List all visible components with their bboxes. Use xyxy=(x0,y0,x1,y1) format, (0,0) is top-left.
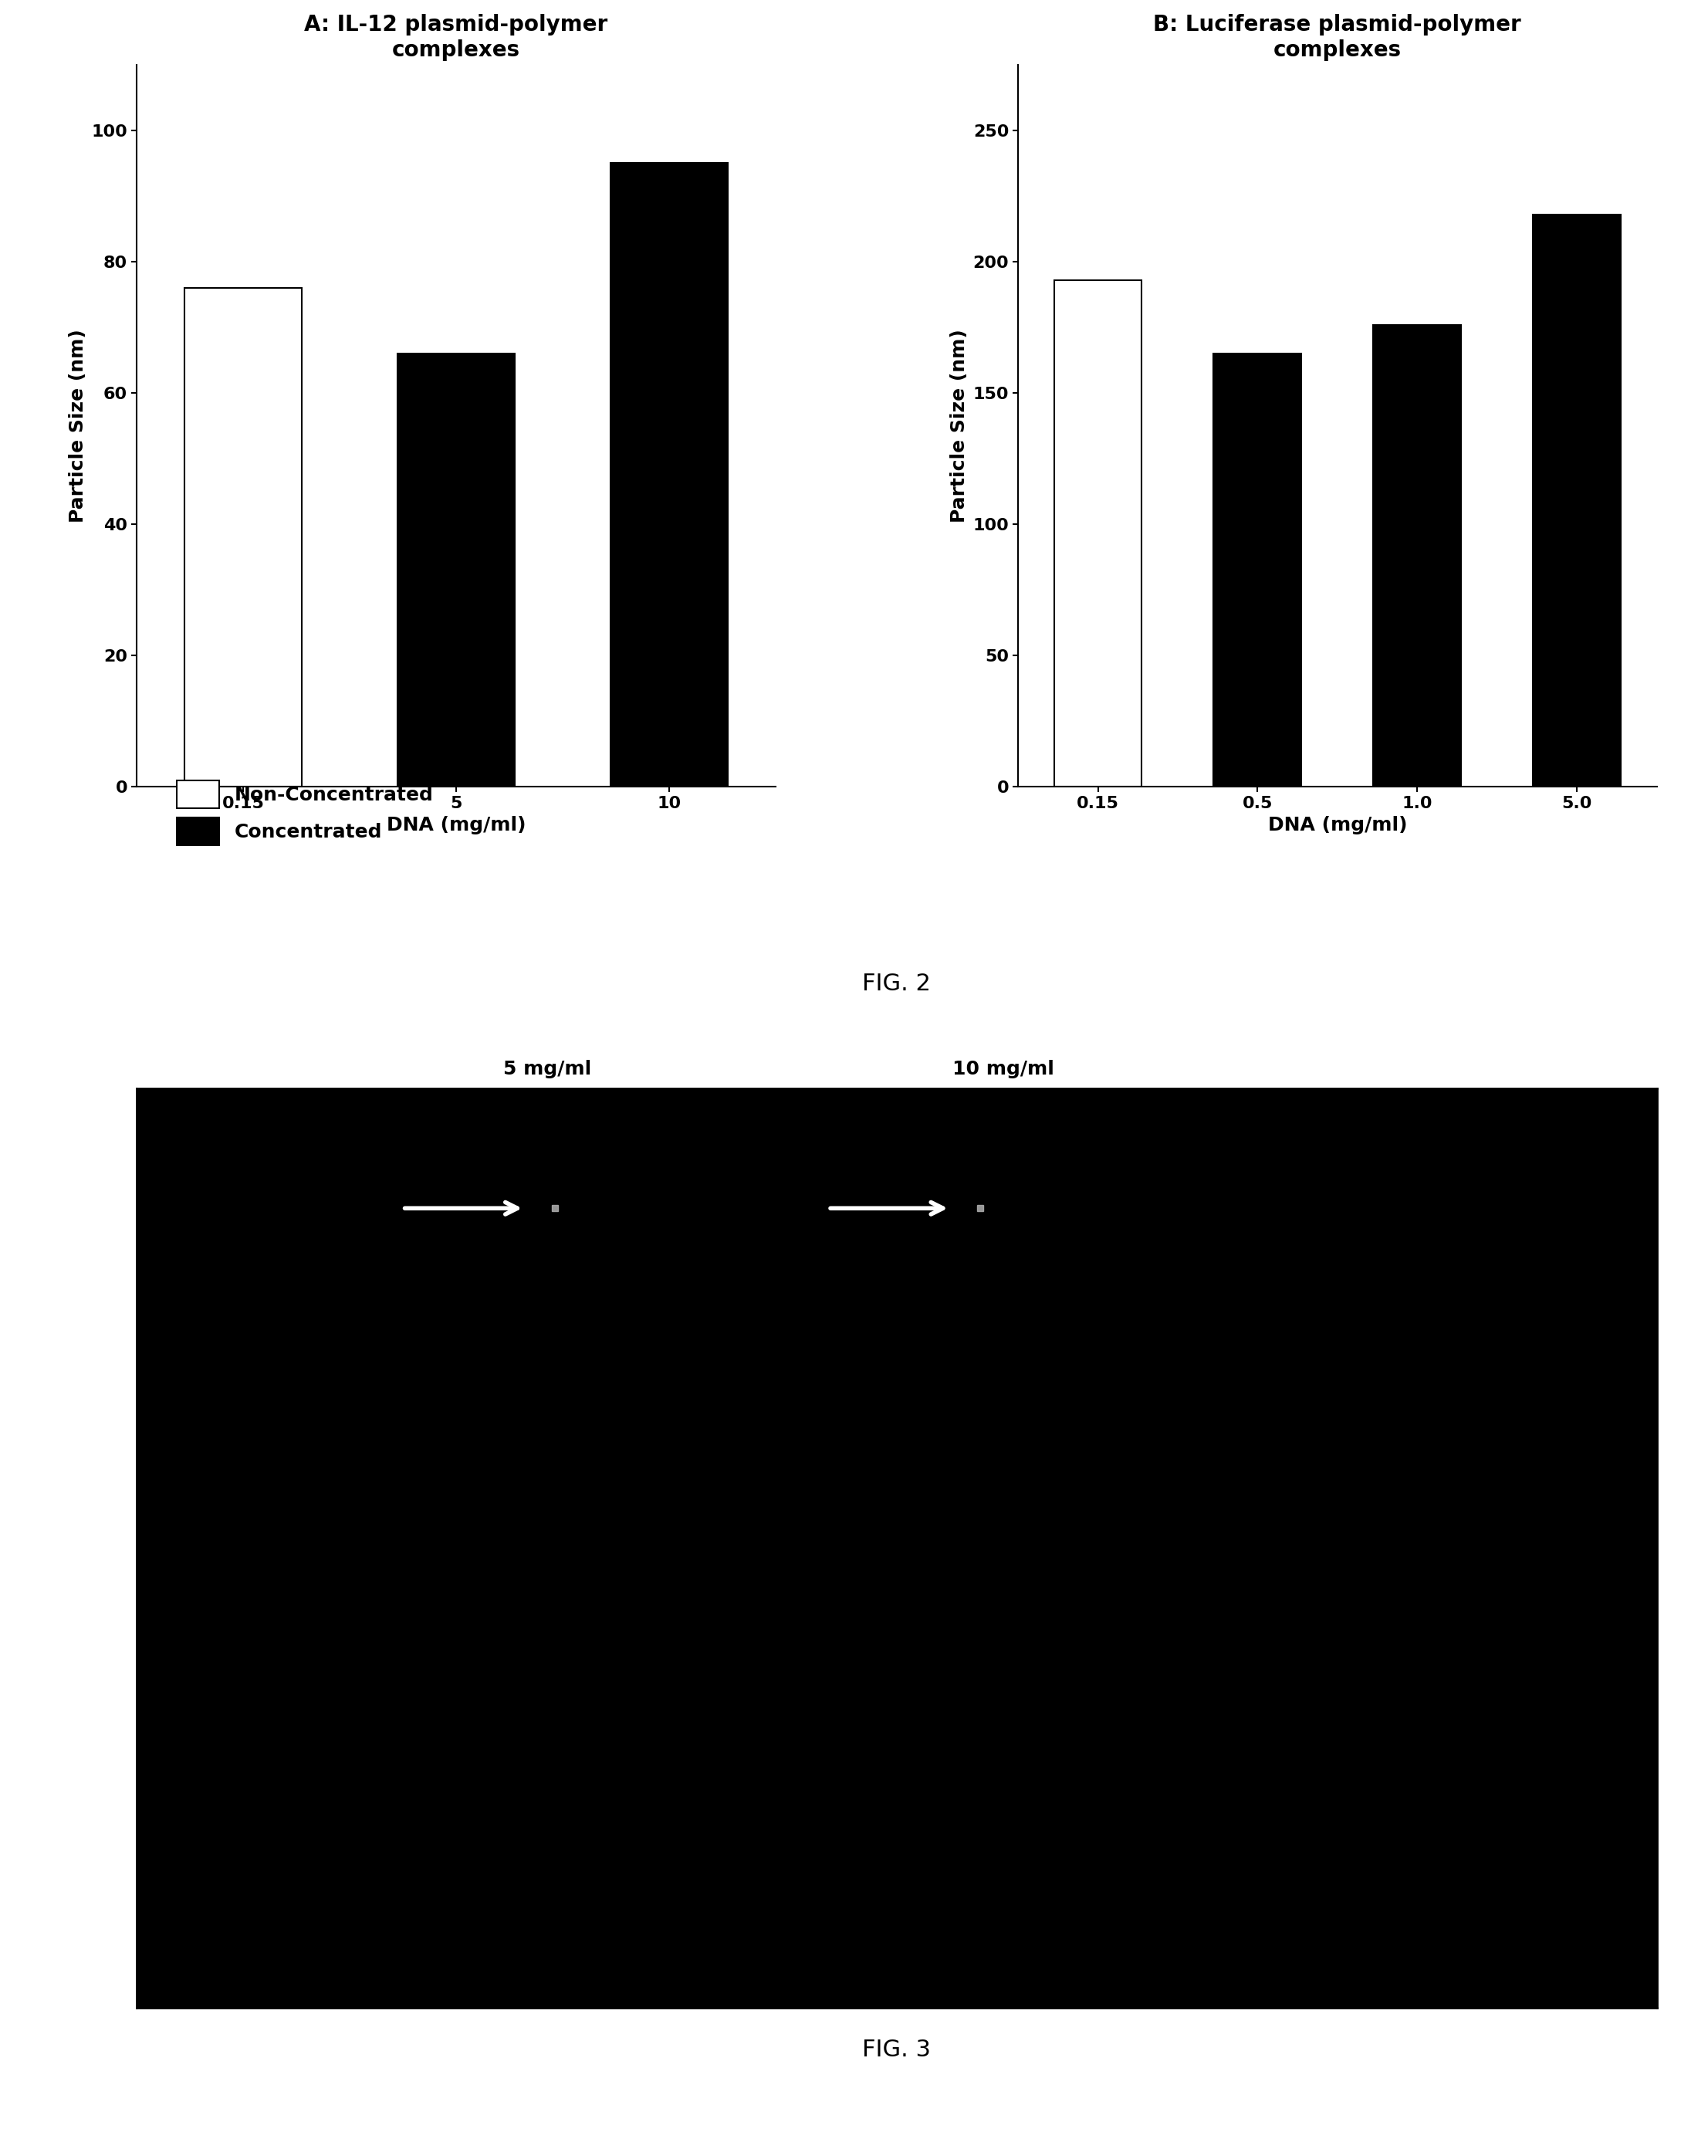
Bar xyxy=(184,289,302,787)
Text: 5 mg/ml: 5 mg/ml xyxy=(502,1061,591,1078)
Title: A: IL-12 plasmid-polymer
complexes: A: IL-12 plasmid-polymer complexes xyxy=(304,15,608,60)
X-axis label: DNA (mg/ml): DNA (mg/ml) xyxy=(1267,815,1407,834)
Bar xyxy=(1373,326,1460,787)
Bar xyxy=(610,164,728,787)
Text: 10 mg/ml: 10 mg/ml xyxy=(953,1061,1054,1078)
Y-axis label: Particle Size (nm): Particle Size (nm) xyxy=(68,330,87,522)
Text: FIG. 3: FIG. 3 xyxy=(863,2040,931,2061)
Title: B: Luciferase plasmid-polymer
complexes: B: Luciferase plasmid-polymer complexes xyxy=(1153,15,1522,60)
Bar xyxy=(1214,354,1301,787)
Text: FIG. 2: FIG. 2 xyxy=(863,972,931,994)
Bar xyxy=(1054,280,1143,787)
Bar xyxy=(398,354,514,787)
X-axis label: DNA (mg/ml): DNA (mg/ml) xyxy=(386,815,526,834)
Y-axis label: Particle Size (nm): Particle Size (nm) xyxy=(950,330,968,522)
Legend: Non-Concentrated, Concentrated: Non-Concentrated, Concentrated xyxy=(176,780,434,845)
Bar xyxy=(1534,213,1621,787)
